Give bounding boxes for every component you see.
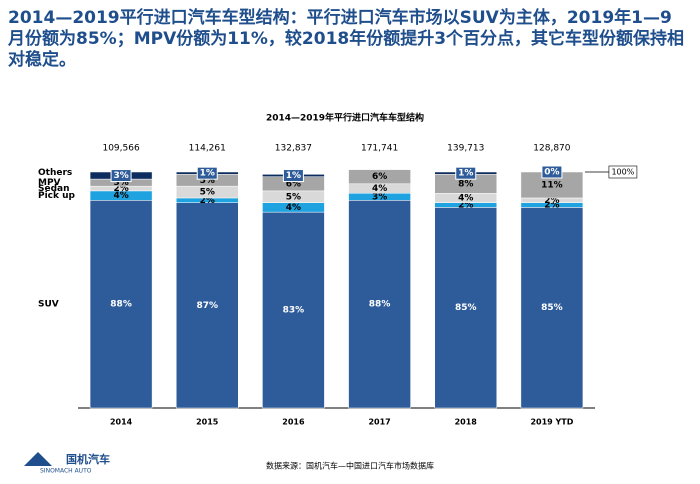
data-label: 88% [369, 300, 391, 310]
data-label: 2% [458, 201, 473, 211]
data-label: 0% [544, 168, 559, 178]
source: 数据来源：国机汽车—中国进口汽车市场数据库 [266, 461, 434, 471]
x-tick-label: 2017 [368, 418, 390, 427]
x-tick-label: 2015 [196, 418, 219, 427]
bar-segment [89, 200, 153, 409]
label-box [282, 169, 304, 183]
data-label: 88% [110, 300, 132, 310]
x-tick-label: 2018 [455, 418, 478, 427]
data-label: 5% [286, 192, 301, 202]
data-label: 2% [544, 201, 559, 211]
legend-label: SUV [38, 300, 59, 310]
data-label: 4% [458, 193, 473, 203]
data-label: 6% [286, 179, 301, 189]
logo-cn: 国机汽车 [66, 452, 110, 466]
data-label: 83% [283, 306, 305, 316]
bar-segment [262, 211, 325, 409]
x-tick-label: 2019 YTD [530, 418, 573, 427]
label-box [455, 166, 477, 180]
total-label: 171,741 [361, 144, 398, 154]
label-box [196, 166, 218, 180]
data-label: 87% [196, 301, 218, 311]
total-label: 114,261 [189, 144, 226, 154]
total-label: 132,837 [275, 144, 312, 154]
data-label: 4% [113, 191, 128, 201]
data-label: 85% [541, 303, 563, 313]
total-label: 139,713 [447, 144, 484, 154]
data-label: 3% [113, 171, 128, 181]
total-label: 109,566 [102, 144, 139, 154]
data-label: 2% [544, 196, 559, 206]
x-tick-label: 2014 [110, 418, 133, 427]
x-tick-label: 2016 [282, 418, 305, 427]
logo-en: SINOMACH AUTO [40, 468, 92, 475]
slide-title: 2014—2019平行进口汽车车型结构：平行进口汽车市场以SUV为主体，2019… [8, 8, 685, 70]
data-label: 1% [200, 169, 215, 179]
chart-title: 2014—2019年平行进口汽车车型结构 [266, 112, 424, 124]
bar-segment [434, 207, 497, 409]
bar-segment [176, 202, 239, 409]
logo-icon [24, 452, 52, 466]
bar-segment [348, 200, 411, 409]
total-label: 128,870 [533, 144, 570, 154]
annotation-box [608, 165, 638, 179]
data-label: 3% [372, 192, 387, 202]
legend-label: Others [38, 168, 72, 178]
data-label: 1% [458, 169, 473, 179]
data-label: 4% [372, 184, 387, 194]
data-label: 11% [541, 180, 563, 190]
data-label: 6% [372, 172, 387, 182]
data-label: 4% [286, 203, 301, 213]
annotation: 100% [611, 168, 634, 177]
data-label: 3% [113, 178, 128, 188]
data-label: 85% [455, 303, 477, 313]
label-box [541, 165, 563, 179]
data-label: 1% [286, 171, 301, 181]
data-label: 5% [200, 188, 215, 198]
bar-segment [348, 169, 411, 185]
legend-label: MPV [38, 178, 61, 188]
legend-label: Pick up [38, 191, 76, 201]
data-label: 5% [200, 176, 215, 186]
data-label: 2% [113, 184, 128, 194]
legend-label: Sedan [38, 184, 70, 194]
data-label: 2% [200, 196, 215, 206]
data-label: 8% [458, 179, 473, 189]
label-box [110, 169, 132, 183]
bar-segment [520, 207, 584, 409]
